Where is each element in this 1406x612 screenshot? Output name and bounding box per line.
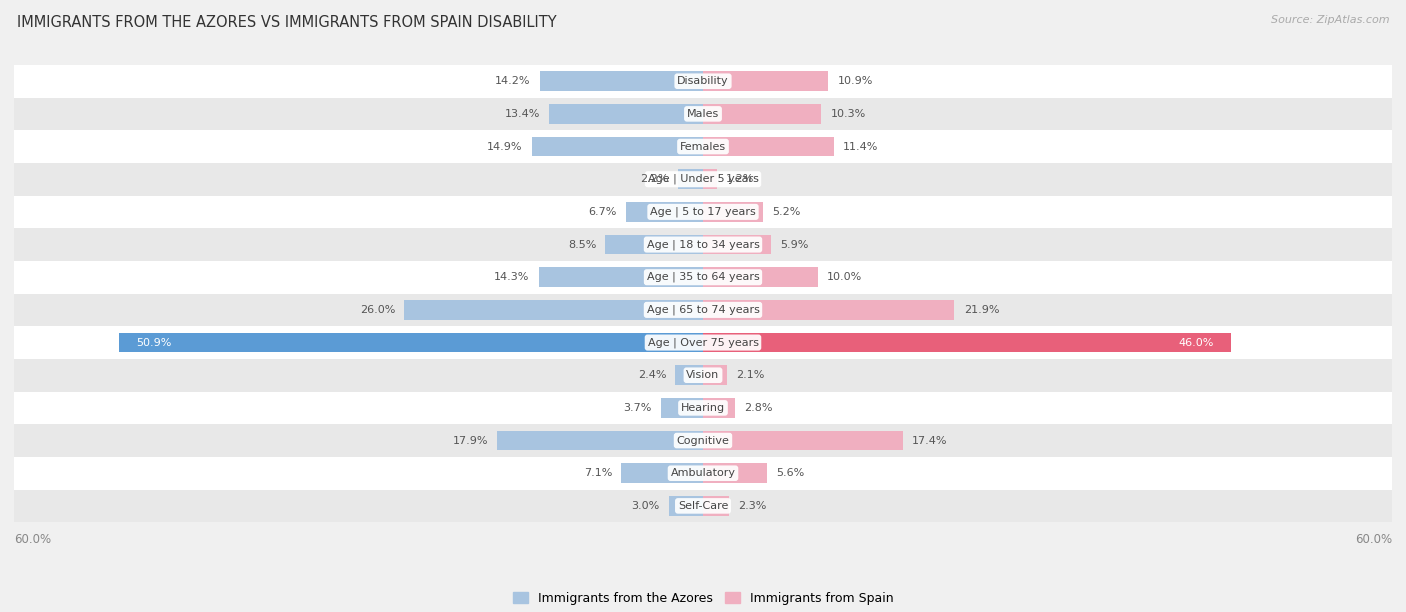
- Text: Age | 65 to 74 years: Age | 65 to 74 years: [647, 305, 759, 315]
- Text: 50.9%: 50.9%: [136, 338, 172, 348]
- Text: 11.4%: 11.4%: [844, 141, 879, 152]
- Bar: [669, 496, 703, 516]
- Bar: [626, 202, 703, 222]
- Bar: [621, 463, 703, 483]
- Bar: [14, 359, 1392, 392]
- Text: Ambulatory: Ambulatory: [671, 468, 735, 478]
- Bar: [703, 463, 768, 483]
- Text: Cognitive: Cognitive: [676, 436, 730, 446]
- Text: 17.4%: 17.4%: [912, 436, 948, 446]
- Text: 1.2%: 1.2%: [725, 174, 755, 184]
- Text: 5.9%: 5.9%: [780, 239, 808, 250]
- Bar: [703, 496, 730, 516]
- Bar: [703, 202, 762, 222]
- Bar: [14, 457, 1392, 490]
- Bar: [405, 300, 703, 319]
- Bar: [14, 326, 1392, 359]
- Text: 10.9%: 10.9%: [838, 76, 873, 86]
- Bar: [703, 333, 1232, 353]
- Text: Self-Care: Self-Care: [678, 501, 728, 511]
- Text: Age | Under 5 years: Age | Under 5 years: [648, 174, 758, 184]
- Text: 2.2%: 2.2%: [640, 174, 669, 184]
- Text: Disability: Disability: [678, 76, 728, 86]
- Text: 13.4%: 13.4%: [505, 109, 540, 119]
- Text: Age | 18 to 34 years: Age | 18 to 34 years: [647, 239, 759, 250]
- Bar: [703, 431, 903, 450]
- Bar: [14, 294, 1392, 326]
- Legend: Immigrants from the Azores, Immigrants from Spain: Immigrants from the Azores, Immigrants f…: [508, 587, 898, 610]
- Bar: [703, 136, 834, 156]
- Bar: [550, 104, 703, 124]
- Text: 14.9%: 14.9%: [488, 141, 523, 152]
- Bar: [14, 163, 1392, 196]
- Bar: [703, 104, 821, 124]
- Text: 46.0%: 46.0%: [1178, 338, 1213, 348]
- Bar: [661, 398, 703, 417]
- Text: Age | 35 to 64 years: Age | 35 to 64 years: [647, 272, 759, 283]
- Text: 6.7%: 6.7%: [589, 207, 617, 217]
- Text: 60.0%: 60.0%: [14, 532, 51, 546]
- Text: 7.1%: 7.1%: [583, 468, 612, 478]
- Bar: [14, 424, 1392, 457]
- Bar: [606, 235, 703, 255]
- Bar: [675, 365, 703, 385]
- Bar: [703, 170, 717, 189]
- Bar: [14, 228, 1392, 261]
- Bar: [678, 170, 703, 189]
- Bar: [14, 65, 1392, 97]
- Text: 10.0%: 10.0%: [827, 272, 862, 282]
- Text: 8.5%: 8.5%: [568, 239, 596, 250]
- Text: Vision: Vision: [686, 370, 720, 380]
- Bar: [703, 235, 770, 255]
- Text: 26.0%: 26.0%: [360, 305, 395, 315]
- Text: 17.9%: 17.9%: [453, 436, 488, 446]
- Text: 5.6%: 5.6%: [776, 468, 804, 478]
- Bar: [14, 97, 1392, 130]
- Text: 2.1%: 2.1%: [737, 370, 765, 380]
- Text: 3.0%: 3.0%: [631, 501, 659, 511]
- Text: 5.2%: 5.2%: [772, 207, 800, 217]
- Bar: [14, 196, 1392, 228]
- Text: 2.4%: 2.4%: [638, 370, 666, 380]
- Bar: [538, 267, 703, 287]
- Bar: [14, 261, 1392, 294]
- Bar: [703, 333, 1232, 353]
- Bar: [703, 72, 828, 91]
- Text: 2.3%: 2.3%: [738, 501, 766, 511]
- Bar: [14, 392, 1392, 424]
- Bar: [498, 431, 703, 450]
- Bar: [703, 365, 727, 385]
- Text: 3.7%: 3.7%: [623, 403, 651, 413]
- Bar: [118, 333, 703, 353]
- Text: 10.3%: 10.3%: [831, 109, 866, 119]
- Text: Females: Females: [681, 141, 725, 152]
- Text: 14.3%: 14.3%: [495, 272, 530, 282]
- Bar: [531, 136, 703, 156]
- Text: 21.9%: 21.9%: [963, 305, 1000, 315]
- Text: Males: Males: [688, 109, 718, 119]
- Text: Hearing: Hearing: [681, 403, 725, 413]
- Bar: [703, 398, 735, 417]
- Bar: [703, 267, 818, 287]
- Text: Age | 5 to 17 years: Age | 5 to 17 years: [650, 207, 756, 217]
- Bar: [540, 72, 703, 91]
- Bar: [118, 333, 703, 353]
- Text: Age | Over 75 years: Age | Over 75 years: [648, 337, 758, 348]
- Text: 60.0%: 60.0%: [1355, 532, 1392, 546]
- Bar: [703, 300, 955, 319]
- Bar: [14, 490, 1392, 522]
- Text: 2.8%: 2.8%: [744, 403, 773, 413]
- Text: 14.2%: 14.2%: [495, 76, 531, 86]
- Text: IMMIGRANTS FROM THE AZORES VS IMMIGRANTS FROM SPAIN DISABILITY: IMMIGRANTS FROM THE AZORES VS IMMIGRANTS…: [17, 15, 557, 31]
- Text: Source: ZipAtlas.com: Source: ZipAtlas.com: [1271, 15, 1389, 25]
- Bar: [14, 130, 1392, 163]
